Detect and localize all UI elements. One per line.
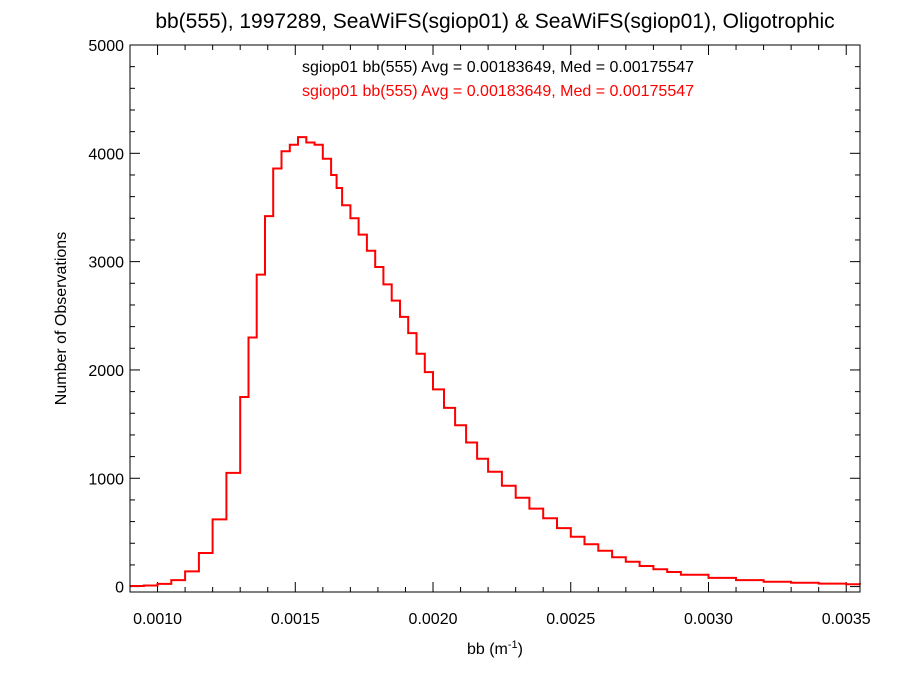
- x-axis-label: bb (m-1): [467, 639, 523, 658]
- plot-frame: [129, 44, 861, 593]
- y-tick-label: 3000: [88, 255, 124, 272]
- x-tick-label: 0.0030: [684, 611, 733, 628]
- y-axis: 0 1000 2000 3000 4000 5000: [88, 38, 860, 597]
- x-axis-label-suffix: ): [518, 641, 523, 658]
- y-axis-label: Number of Observations: [53, 232, 70, 405]
- legend-entry: sgiop01 bb(555) Avg = 0.00183649, Med = …: [302, 59, 694, 76]
- y-tick-label: 2000: [88, 363, 124, 380]
- y-tick-label: 0: [115, 580, 124, 597]
- x-tick-label: 0.0015: [271, 611, 320, 628]
- y-tick-label: 1000: [88, 471, 124, 488]
- x-tick-label: 0.0010: [133, 611, 182, 628]
- x-axis-label-superscript: -1: [508, 639, 518, 651]
- x-axis-label-prefix: bb (m: [467, 641, 508, 658]
- x-tick-label: 0.0025: [546, 611, 595, 628]
- legend: sgiop01 bb(555) Avg = 0.00183649, Med = …: [302, 59, 694, 100]
- chart-title: bb(555), 1997289, SeaWiFS(sgiop01) & Sea…: [155, 10, 834, 33]
- x-tick-label: 0.0020: [409, 611, 458, 628]
- y-tick-label: 5000: [88, 38, 124, 55]
- series-layer: [130, 136, 861, 587]
- legend-entry: sgiop01 bb(555) Avg = 0.00183649, Med = …: [302, 83, 694, 100]
- x-tick-label: 0.0035: [822, 611, 871, 628]
- x-axis: 0.0010 0.0015 0.0020 0.0025 0.0030 0.0035: [129, 45, 871, 628]
- y-tick-label: 4000: [88, 146, 124, 163]
- histogram-series-line: [130, 136, 861, 587]
